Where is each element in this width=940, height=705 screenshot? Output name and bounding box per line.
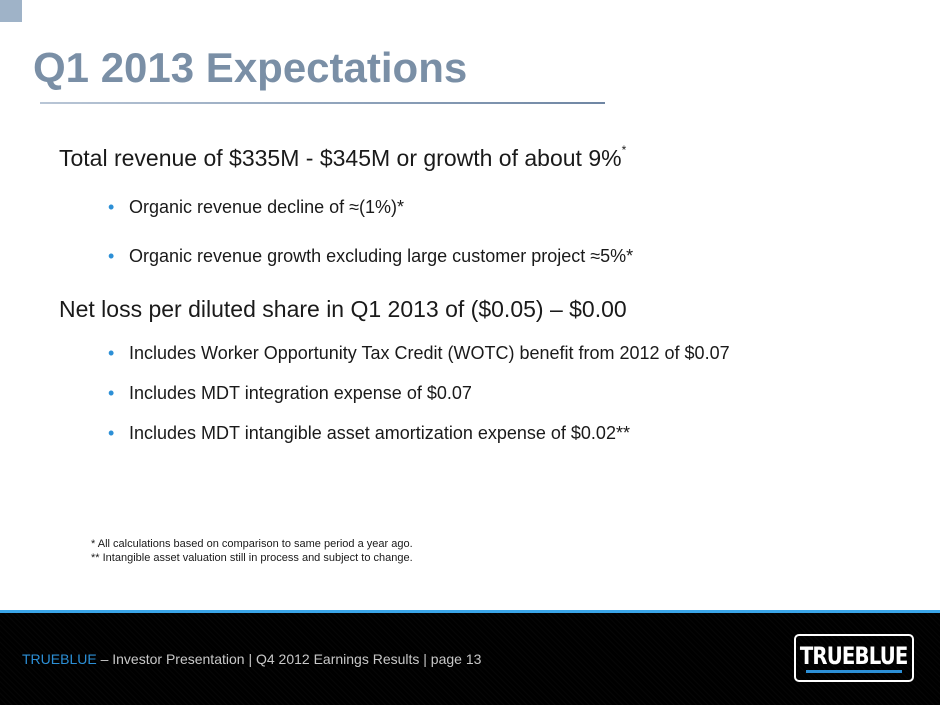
list-item: • Organic revenue growth excluding large … <box>108 246 633 267</box>
title-underline <box>40 102 605 104</box>
list-item: • Includes MDT intangible asset amortizat… <box>108 423 630 444</box>
page-title: Q1 2013 Expectations <box>33 44 468 91</box>
logo-wordmark: TRUEBLUE <box>800 642 909 670</box>
section-heading-eps: Net loss per diluted share in Q1 2013 of… <box>59 296 627 323</box>
footnote: ** Intangible asset valuation still in p… <box>91 552 413 564</box>
list-item-text: Includes MDT intangible asset amortizati… <box>129 423 630 443</box>
bullet-icon: • <box>108 246 115 266</box>
footer-brand: TRUEBLUE <box>22 651 97 667</box>
footnote: * All calculations based on comparison t… <box>91 538 413 550</box>
footnotes: * All calculations based on comparison t… <box>91 537 413 565</box>
list-item: • Organic revenue decline of ≈(1%)* <box>108 197 404 218</box>
section-heading-revenue: Total revenue of $335M - $345M or growth… <box>59 143 626 172</box>
heading-text: Net loss per diluted share in Q1 2013 of… <box>59 296 627 322</box>
heading-footnote-marker: * <box>621 143 627 157</box>
list-item-text: Organic revenue decline of ≈(1%)* <box>129 197 405 217</box>
logo-underline <box>806 670 902 673</box>
bullet-icon: • <box>108 423 115 443</box>
list-item: • Includes MDT integration expense of $0.… <box>108 383 472 404</box>
footer-divider <box>0 610 940 613</box>
bullet-icon: • <box>108 197 115 217</box>
list-item-text: Includes MDT integration expense of $0.0… <box>129 383 472 403</box>
corner-decoration <box>0 0 22 22</box>
bullet-icon: • <box>108 343 115 363</box>
bullet-icon: • <box>108 383 115 403</box>
trueblue-logo: TRUEBLUE <box>794 634 914 682</box>
list-item: • Includes Worker Opportunity Tax Credit … <box>108 343 730 364</box>
footer-bar <box>0 610 940 705</box>
list-item-text: Includes Worker Opportunity Tax Credit (… <box>129 343 730 363</box>
footer-caption: TRUEBLUE – Investor Presentation | Q4 20… <box>22 651 481 667</box>
footer-description: – Investor Presentation | Q4 2012 Earnin… <box>96 651 482 667</box>
list-item-text: Organic revenue growth excluding large c… <box>129 246 634 266</box>
heading-text: Total revenue of $335M - $345M or growth… <box>59 145 622 171</box>
